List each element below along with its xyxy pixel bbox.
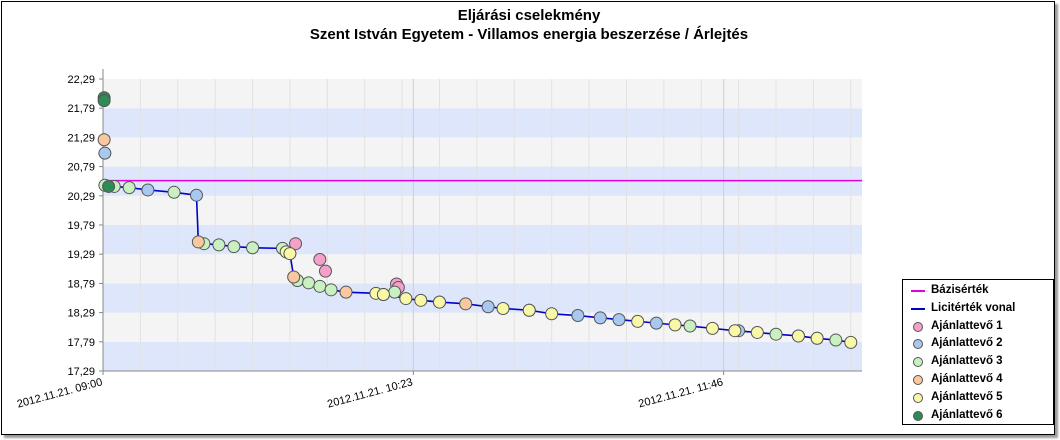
data-point: [631, 314, 645, 328]
data-point: [189, 188, 203, 202]
data-point: [810, 331, 824, 345]
y-tick-label: 17,79: [67, 337, 95, 349]
data-point: [102, 179, 116, 193]
data-point: [376, 287, 390, 301]
legend-label: Ajánlattevő 2: [931, 337, 1003, 350]
legend-swatch: [913, 392, 923, 403]
legend: Bázisérték Licitérték vonal Ajánlattevő 1 A…: [902, 279, 1054, 425]
data-point: [571, 309, 585, 323]
data-point: [212, 238, 226, 252]
legend-label: Ajánlattevő 3: [931, 355, 1003, 368]
data-point: [141, 183, 155, 197]
data-point: [167, 185, 181, 199]
legend-swatch: [913, 321, 923, 332]
x-tick-label: 2012.11.21. 10:23: [326, 376, 414, 410]
legend-swatch: [911, 307, 925, 310]
data-point: [844, 335, 858, 349]
data-point: [313, 279, 327, 293]
legend-label: Ajánlattevő 4: [931, 373, 1003, 385]
legend-item: Licitérték vonal: [903, 300, 1053, 318]
data-point: [97, 94, 111, 108]
legend-item: Ajánlattevő 5: [903, 389, 1053, 407]
grid-band: [103, 312, 862, 342]
data-point: [496, 302, 510, 316]
data-point: [302, 276, 316, 290]
legend-item: Ajánlattevő 2: [903, 335, 1053, 353]
y-tick-label: 17,29: [67, 366, 95, 378]
legend-label: Ajánlattevő 1: [931, 319, 1003, 332]
data-point: [388, 285, 402, 299]
data-point: [318, 264, 332, 278]
legend-label: Ajánlattevő 5: [931, 390, 1003, 403]
y-tick-label: 21,79: [67, 103, 95, 115]
legend-swatch: [913, 410, 923, 421]
legend-item: Ajánlattevő 6: [903, 407, 1053, 425]
grid-band: [103, 254, 862, 284]
data-point: [545, 307, 559, 321]
data-point: [283, 247, 297, 261]
y-tick-label: 20,79: [67, 162, 95, 174]
data-point: [649, 316, 663, 330]
y-tick-label: 20,29: [67, 191, 95, 203]
grid-band: [103, 137, 862, 167]
data-point: [287, 270, 301, 284]
data-point: [829, 333, 843, 347]
legend-item: Ajánlattevő 4: [903, 371, 1053, 389]
y-tick-label: 19,79: [67, 220, 95, 232]
chart-subtitle: Szent István Egyetem - Villamos energia …: [309, 26, 749, 43]
data-point: [522, 303, 536, 317]
data-point: [612, 313, 626, 327]
data-point: [122, 181, 136, 195]
data-point: [593, 311, 607, 325]
legend-swatch: [913, 339, 923, 350]
data-point: [97, 133, 111, 147]
grid-band: [103, 195, 862, 225]
y-tick-label: 21,29: [67, 132, 95, 144]
data-point: [227, 240, 241, 254]
legend-swatch: [913, 375, 923, 385]
data-point: [750, 325, 764, 339]
y-tick-label: 19,29: [67, 249, 95, 261]
x-tick-label: 2012.11.21. 11:46: [637, 376, 724, 410]
legend-label: Licitérték vonal: [931, 301, 1016, 314]
x-tick-label: 2012.11.21. 09:00: [16, 376, 104, 410]
data-point: [246, 241, 260, 255]
grid-band: [103, 108, 862, 138]
data-point: [339, 285, 353, 299]
data-point: [459, 297, 473, 311]
legend-label: Bázisérték: [931, 284, 989, 296]
data-point: [481, 300, 495, 314]
data-point: [414, 293, 428, 307]
data-point: [728, 324, 742, 338]
data-point: [791, 329, 805, 343]
legend-item: Ajánlattevő 3: [903, 353, 1053, 371]
grid-band: [103, 341, 862, 371]
data-point: [769, 327, 783, 341]
data-point: [683, 319, 697, 333]
grid-band: [103, 79, 862, 109]
legend-item: Ajánlattevő 1: [903, 318, 1053, 336]
y-tick-label: 18,29: [67, 308, 95, 320]
data-point: [399, 292, 413, 306]
chart-title: Eljárási cselekmény: [457, 7, 601, 24]
legend-item: Bázisérték: [903, 282, 1053, 300]
y-tick-label: 22,29: [67, 74, 95, 86]
legend-swatch: [913, 357, 923, 368]
data-point: [98, 146, 112, 160]
plot-area: 17,29 17,79 18,29 18,79 19,29 19,79 20,29 20,79…: [16, 69, 862, 411]
data-point: [705, 321, 719, 335]
data-point: [668, 318, 682, 332]
data-point: [191, 235, 205, 249]
data-point: [313, 252, 327, 266]
data-point: [324, 283, 338, 297]
data-point: [289, 237, 303, 251]
legend-swatch: [911, 290, 925, 292]
y-tick-label: 18,79: [67, 278, 95, 290]
data-point: [433, 295, 447, 309]
legend-label: Ajánlattevő 6: [931, 408, 1003, 421]
